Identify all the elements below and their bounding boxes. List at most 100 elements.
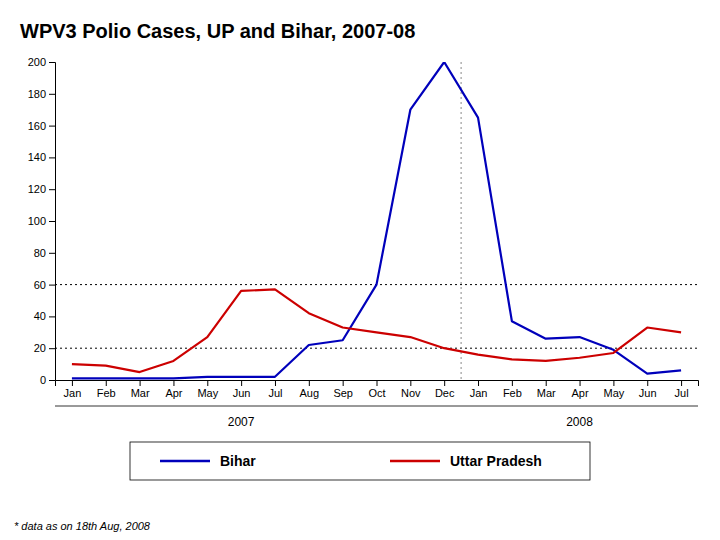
y-tick: 40	[34, 310, 55, 322]
x-tick-label: May	[197, 387, 218, 399]
y-tick-label: 60	[34, 279, 46, 291]
x-tick-label: Jun	[233, 387, 251, 399]
x-axis: Jan Feb Mar Apr May Jun Jul Aug Sep Oct Nov Dec Jan F…	[56, 380, 699, 399]
x-tick: Apr	[571, 380, 588, 399]
legend-swatch	[160, 460, 210, 463]
y-tick-label: 0	[40, 374, 46, 386]
x-tick-label: Sep	[333, 387, 353, 399]
x-tick: Jan	[64, 380, 82, 399]
x-tick-mark	[444, 380, 445, 386]
x-tick: Mar	[537, 380, 556, 399]
x-tick: May	[604, 380, 625, 399]
x-tick: Dec	[435, 380, 455, 399]
x-tick-label: Jul	[675, 387, 689, 399]
legend-label: Bihar	[220, 453, 256, 469]
x-tick-mark	[647, 380, 648, 386]
x-tick-mark	[207, 380, 208, 386]
y-tick: 20	[34, 342, 55, 354]
series-line	[72, 62, 681, 378]
y-tick-label: 140	[28, 151, 46, 163]
x-tick: Oct	[368, 380, 385, 399]
x-tick-mark	[140, 380, 141, 386]
x-tick: May	[197, 380, 218, 399]
y-tick-label: 80	[34, 247, 46, 259]
x-tick-mark	[72, 380, 73, 386]
series-line	[72, 289, 681, 372]
y-tick: 60	[34, 279, 55, 291]
x-tick: Mar	[131, 380, 150, 399]
y-tick-label: 200	[28, 56, 46, 68]
year-label: 2008	[566, 415, 593, 429]
y-tick-mark	[49, 253, 55, 254]
x-tick: Nov	[401, 380, 421, 399]
y-tick-mark	[49, 221, 55, 222]
x-tick-label: Mar	[131, 387, 150, 399]
legend-box	[130, 442, 590, 480]
y-tick-mark	[49, 126, 55, 127]
x-axis-line	[56, 381, 699, 387]
y-tick-mark	[49, 316, 55, 317]
x-tick: Jul	[268, 380, 282, 399]
x-tick-label: Jan	[64, 387, 82, 399]
x-tick-mark	[478, 380, 479, 386]
legend-swatch	[390, 460, 440, 463]
x-tick-mark	[309, 380, 310, 386]
y-tick-label: 180	[28, 88, 46, 100]
x-tick-mark	[580, 380, 581, 386]
y-axis-line	[49, 63, 56, 381]
x-tick: Aug	[300, 380, 320, 399]
y-tick: 0	[40, 374, 55, 386]
y-tick-mark	[49, 348, 55, 349]
lines	[72, 62, 681, 378]
x-tick: Apr	[165, 380, 182, 399]
y-tick-label: 20	[34, 342, 46, 354]
x-tick: Jul	[675, 380, 689, 399]
x-tick-mark	[512, 380, 513, 386]
x-tick: Jan	[470, 380, 488, 399]
legend-label: Uttar Pradesh	[450, 453, 542, 469]
x-tick: Jun	[233, 380, 251, 399]
y-axis: 0 20 40 60 80 100 120 140 160 180 200	[28, 56, 56, 386]
x-tick: Jun	[639, 380, 657, 399]
y-tick: 140	[28, 151, 55, 163]
x-tick-label: Aug	[300, 387, 320, 399]
x-tick-mark	[613, 380, 614, 386]
reference-lines	[55, 62, 698, 380]
x-tick-mark	[173, 380, 174, 386]
x-tick-label: Jan	[470, 387, 488, 399]
y-tick-label: 160	[28, 120, 46, 132]
year-separator	[55, 406, 698, 407]
y-tick: 200	[28, 56, 55, 68]
y-tick-mark	[49, 189, 55, 190]
y-tick: 100	[28, 215, 55, 227]
x-tick-label: Nov	[401, 387, 421, 399]
reference-line	[55, 348, 698, 349]
y-tick-label: 120	[28, 183, 46, 195]
legend: Bihar Uttar Pradesh	[130, 442, 590, 480]
y-tick: 120	[28, 183, 55, 195]
x-tick-label: Feb	[503, 387, 522, 399]
x-tick-label: Jun	[639, 387, 657, 399]
x-tick-mark	[681, 380, 682, 386]
y-tick-mark	[49, 380, 55, 381]
x-tick-label: Dec	[435, 387, 455, 399]
y-tick: 180	[28, 88, 55, 100]
title: WPV3 Polio Cases, UP and Bihar, 2007-08	[20, 20, 415, 42]
x-tick-label: Jul	[268, 387, 282, 399]
x-tick-label: Apr	[571, 387, 588, 399]
chart: WPV3 Polio Cases, UP and Bihar, 2007-08 0…	[0, 0, 720, 540]
y-tick: 160	[28, 120, 55, 132]
x-tick-mark	[546, 380, 547, 386]
year-divider	[461, 62, 462, 380]
y-tick-label: 100	[28, 215, 46, 227]
y-tick-mark	[49, 62, 55, 63]
x-tick-label: Apr	[165, 387, 182, 399]
y-tick-mark	[49, 157, 55, 158]
year-label: 2007	[228, 415, 255, 429]
y-tick-mark	[49, 94, 55, 95]
x-tick-label: Feb	[97, 387, 116, 399]
y-tick-label: 40	[34, 310, 46, 322]
x-tick-label: Mar	[537, 387, 556, 399]
x-tick: Feb	[503, 380, 522, 399]
x-tick: Feb	[97, 380, 116, 399]
